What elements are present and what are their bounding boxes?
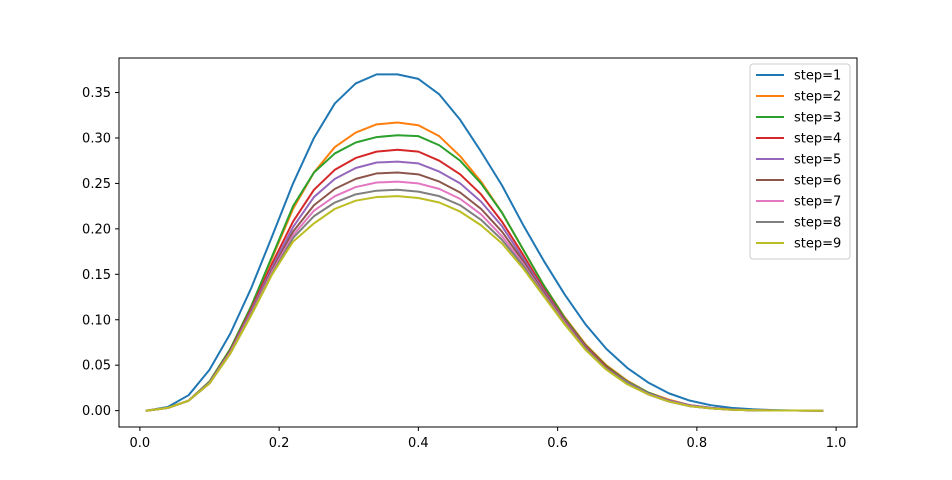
legend-label: step=2: [794, 90, 841, 105]
legend-label: step=9: [794, 237, 841, 252]
x-axis: 0.0 0.2 0.4 0.6 0.8 1.0: [130, 427, 847, 451]
legend-label: step=8: [794, 216, 841, 231]
y-tick-label: 0.15: [82, 268, 111, 283]
y-tick-label: 0.35: [82, 86, 111, 101]
legend-label: step=5: [794, 153, 841, 168]
series-line-1: [145, 73, 824, 412]
y-tick-label: 0.10: [82, 313, 111, 328]
legend: step=1 step=2 step=3 step=4 step=5 step=6 step…: [749, 63, 851, 260]
y-tick-label: 0.20: [82, 222, 111, 237]
x-tick-label: 0.8: [687, 436, 708, 451]
legend-label: step=1: [794, 69, 841, 84]
legend-label: step=3: [794, 111, 841, 126]
x-tick-label: 0.2: [269, 436, 290, 451]
series-layer: [145, 73, 824, 412]
y-tick-label: 0.30: [82, 131, 111, 146]
legend-label: step=4: [794, 132, 841, 147]
x-tick-label: 0.0: [130, 436, 151, 451]
x-tick-label: 1.0: [826, 436, 847, 451]
x-tick-label: 0.4: [408, 436, 429, 451]
y-tick-label: 0.25: [82, 177, 111, 192]
legend-box: [749, 63, 851, 260]
legend-label: step=7: [794, 195, 841, 210]
x-tick-label: 0.6: [547, 436, 568, 451]
series-line-9: [145, 195, 824, 412]
y-tick-label: 0.00: [82, 404, 111, 419]
axes-frame: [118, 57, 858, 428]
legend-label: step=6: [794, 174, 841, 189]
y-tick-label: 0.05: [82, 359, 111, 374]
y-axis: 0.00 0.05 0.10 0.15 0.20 0.25 0.30 0.35: [82, 86, 119, 419]
